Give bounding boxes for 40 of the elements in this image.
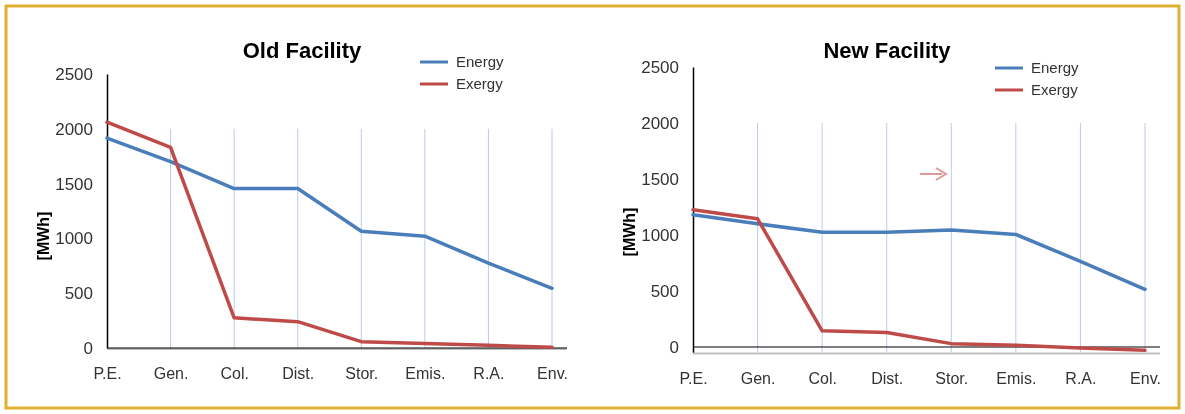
legend-label: Exergy <box>1031 81 1079 98</box>
legend-label: Exergy <box>456 75 504 92</box>
y-tick-label: 0 <box>669 337 679 357</box>
x-tick-label: Emis. <box>405 365 446 383</box>
x-tick-label: Env. <box>537 365 568 383</box>
y-axis-title: [MWh] <box>35 211 52 261</box>
x-tick-label: P.E. <box>93 365 122 383</box>
line-series <box>105 136 554 291</box>
x-tick-label: Gen. <box>740 369 776 387</box>
y-tick-label: 0 <box>83 338 93 358</box>
y-tick-label: 1000 <box>55 229 93 249</box>
x-tick-label: Col. <box>808 369 837 387</box>
y-tick-label: 500 <box>64 284 93 304</box>
x-tick-label: Gen. <box>153 365 189 383</box>
x-tick-label: R.A. <box>1065 369 1097 387</box>
legend-label: Energy <box>456 53 505 70</box>
chart-title: Old Facility <box>242 38 363 63</box>
y-axis-title: [MWh] <box>621 207 638 257</box>
chart-title: New Facility <box>823 38 952 63</box>
y-tick-label: 2500 <box>641 57 679 77</box>
line-series <box>105 120 554 349</box>
x-tick-label: Emis. <box>996 369 1037 387</box>
x-tick-label: Dist. <box>871 369 904 387</box>
line-series <box>691 208 1147 353</box>
x-tick-label: Env. <box>1130 369 1161 387</box>
y-tick-label: 1500 <box>641 169 679 189</box>
x-tick-label: R.A. <box>473 365 505 383</box>
x-tick-label: Stor. <box>345 365 379 383</box>
line-series <box>691 213 1147 292</box>
y-tick-label: 2500 <box>55 64 93 84</box>
y-tick-label: 1000 <box>641 225 679 245</box>
y-tick-label: 2000 <box>641 113 679 133</box>
legend-label: Energy <box>1031 59 1080 76</box>
y-tick-label: 500 <box>650 281 679 301</box>
x-tick-label: P.E. <box>679 369 708 387</box>
y-tick-label: 2000 <box>55 119 93 139</box>
x-tick-label: Stor. <box>935 369 969 387</box>
y-tick-label: 1500 <box>55 174 93 194</box>
x-tick-label: Dist. <box>282 365 315 383</box>
x-tick-label: Col. <box>220 365 249 383</box>
